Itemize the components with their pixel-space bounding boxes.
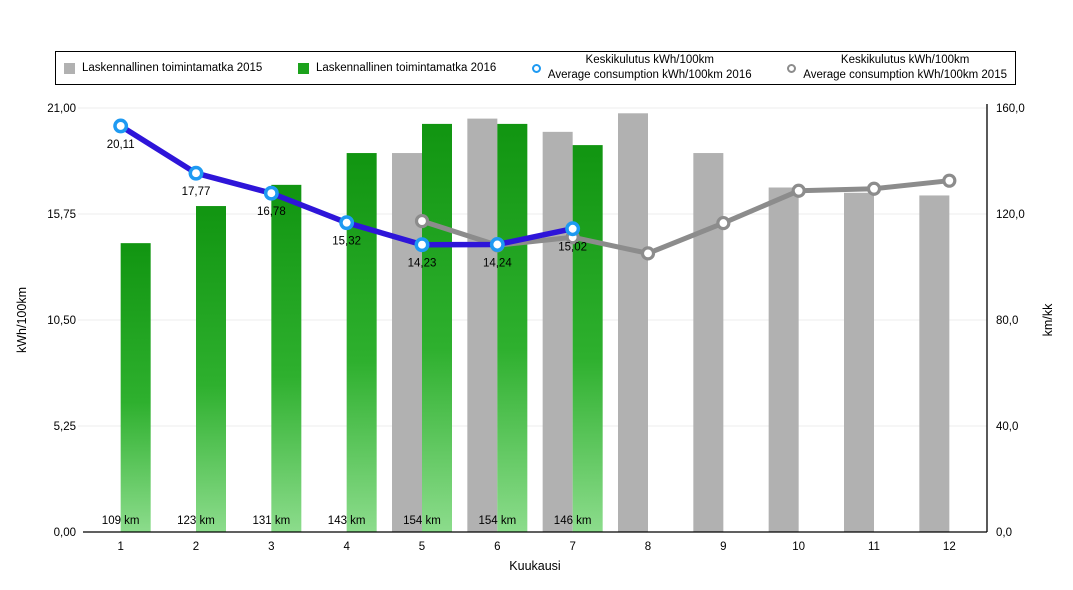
bar-swatch-2016-icon [297,62,309,74]
svg-text:15,75: 15,75 [47,209,76,221]
svg-text:160,0: 160,0 [996,103,1025,115]
svg-text:40,0: 40,0 [996,421,1018,433]
gridlines [78,107,987,427]
svg-text:154 km: 154 km [478,515,516,527]
svg-text:0,00: 0,00 [54,527,76,539]
line-marker-2015-icon [787,63,797,73]
svg-text:154 km: 154 km [403,515,441,527]
right-axis-tick-labels: 160,0 120,0 80,0 40,0 0,0 [996,103,1025,539]
svg-text:2: 2 [193,541,199,553]
svg-text:11: 11 [868,541,880,553]
svg-text:21,00: 21,00 [47,103,76,115]
svg-text:5,25: 5,25 [54,421,76,433]
legend-item-toimintamatka-2016[interactable]: Laskennallinen toimintamatka 2016 [297,62,497,74]
svg-text:0,0: 0,0 [996,527,1012,539]
bars-2015 [392,113,950,533]
svg-text:15,32: 15,32 [332,236,361,248]
svg-text:10: 10 [792,541,805,553]
svg-text:14,23: 14,23 [408,258,437,270]
svg-text:146 km: 146 km [554,515,592,527]
line-marker-2016-icon [531,63,541,73]
legend-label: Laskennallinen toimintamatka 2016 [315,62,497,74]
svg-text:15,02: 15,02 [558,242,587,254]
legend-label-line2: Average consumption kWh/100km 2016 [547,69,752,81]
svg-text:80,0: 80,0 [996,315,1018,327]
svg-text:14,24: 14,24 [483,257,512,269]
legend-item-consumption-2015[interactable]: Keskikulutus kWh/100km Average consumpti… [787,53,1007,83]
line-consumption-2016 [113,118,581,253]
svg-text:109 km: 109 km [102,515,140,527]
svg-text:143 km: 143 km [328,515,366,527]
legend-item-consumption-2016[interactable]: Keskikulutus kWh/100km Average consumpti… [531,53,752,83]
svg-text:9: 9 [720,541,726,553]
svg-text:5: 5 [419,541,425,553]
legend-label-line2: Average consumption kWh/100km 2015 [803,69,1007,81]
svg-text:131 km: 131 km [252,515,290,527]
svg-text:16,78: 16,78 [257,206,286,218]
svg-text:3: 3 [268,541,274,553]
svg-text:123 km: 123 km [177,515,215,527]
x-axis-tick-labels: 1 2 3 4 5 6 7 8 9 10 11 12 [117,541,955,553]
legend-item-toimintamatka-2015[interactable]: Laskennallinen toimintamatka 2015 [64,62,262,74]
svg-text:120,0: 120,0 [996,209,1025,221]
line-2016-value-labels: 20,11 17,77 16,78 15,32 14,23 14,24 15,02 [107,139,587,270]
svg-text:10,50: 10,50 [47,315,76,327]
svg-text:1: 1 [117,541,123,553]
legend-label-line1: Keskikulutus kWh/100km [585,54,714,67]
svg-text:6: 6 [494,541,500,553]
bar-swatch-2015-icon [64,62,75,74]
legend-label: Laskennallinen toimintamatka 2015 [82,62,263,74]
bars-2016 [120,123,603,533]
axis-lines [83,104,988,533]
svg-text:17,77: 17,77 [182,186,211,198]
left-axis-tick-labels: 21,00 15,75 10,50 5,25 0,00 [47,103,76,539]
chart-legend: Laskennallinen toimintamatka 2015 Lasken… [55,51,1016,85]
x-axis-title: Kuukausi [509,559,561,573]
svg-text:4: 4 [343,541,350,553]
bar-2016-value-labels: 109 km 123 km 131 km 143 km 154 km 154 km 146 … [102,515,592,527]
svg-text:12: 12 [943,541,956,553]
legend-label-line1: Keskikulutus kWh/100km [840,54,970,67]
svg-text:20,11: 20,11 [107,139,135,151]
svg-text:7: 7 [569,541,575,553]
svg-text:8: 8 [645,541,651,553]
